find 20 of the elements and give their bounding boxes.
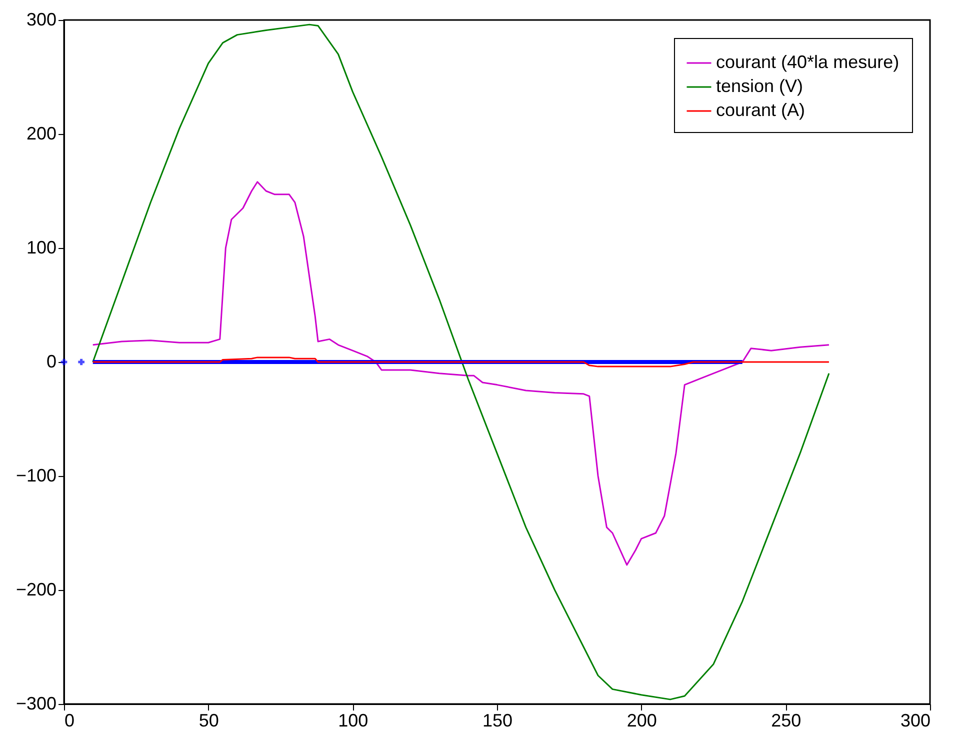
y-tick-label: −300 [16,694,56,714]
line-series [92,24,830,700]
x-tick-label: 100 [338,710,368,730]
y-tick-label: −100 [16,466,56,486]
x-tick-label: 50 [198,710,219,730]
line-series [92,356,830,368]
x-tick-label: 250 [771,710,802,730]
x-tick-label: 300 [900,710,930,730]
y-tick-label: 100 [26,238,56,258]
y-tick-label: −200 [16,580,56,600]
legend-label: courant (40*la mesure) [716,52,900,72]
x-tick-label: 0 [64,710,75,730]
y-tick-label: 300 [26,10,56,30]
line-series [92,181,830,566]
legend-label: tension (V) [716,76,804,96]
legend-label: courant (A) [716,100,806,120]
x-tick-label: 200 [626,710,657,730]
y-tick-label: 200 [26,124,56,144]
x-tick-label: 150 [482,710,513,730]
y-tick-label: 0 [46,352,56,372]
